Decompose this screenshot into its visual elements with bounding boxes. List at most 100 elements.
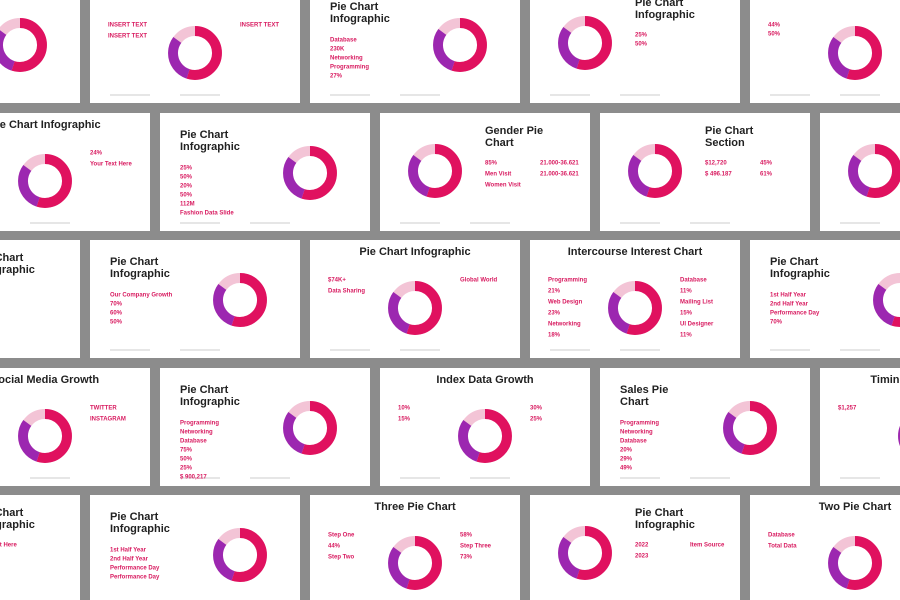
donut-arc	[458, 409, 512, 463]
slide-label: $74K+	[328, 278, 346, 284]
slide-label: Data Sharing	[328, 289, 365, 295]
slide-label: $ 900,217	[180, 475, 207, 481]
donut-arc	[848, 144, 900, 198]
donut-arc	[828, 536, 882, 590]
slide-label: 1st Half Year	[110, 548, 147, 554]
donut-arc	[18, 154, 72, 208]
donut-arc	[0, 18, 47, 72]
slide-background	[820, 113, 900, 231]
slide-label: Your Text Here	[0, 543, 17, 549]
slide-title: Gender Pie	[485, 125, 543, 137]
slide-label: Networking	[620, 430, 653, 436]
slide-label: INSERT TEXT	[108, 34, 147, 40]
slide-label: Performance Day	[110, 575, 160, 581]
slide-label: INSERT TEXT	[240, 23, 279, 29]
slide-label: Item Source	[690, 543, 725, 549]
slide-label: TWITTER	[90, 406, 117, 412]
donut-arc	[388, 536, 442, 590]
slide-background	[0, 240, 80, 358]
slide-label: Your Text Here	[90, 162, 132, 168]
slide: Three Pie Chart 44% 50%	[750, 0, 900, 103]
slide-label: 61%	[760, 172, 773, 178]
slide-label: 20%	[620, 448, 633, 454]
slide: Pie ChartInfographicRevenue	[0, 240, 80, 358]
donut-arc	[608, 281, 662, 335]
donut-hole	[842, 40, 868, 66]
slide-label: INSTAGRAM	[90, 417, 126, 423]
slide-label: Programming	[180, 421, 219, 427]
slide-title: Three Pie Chart	[374, 501, 456, 513]
donut-hole	[7, 32, 33, 58]
slide-label: 58%	[460, 533, 473, 539]
donut-arc	[388, 281, 442, 335]
donut-arc	[628, 144, 682, 198]
slide-title: Pie Chart	[180, 384, 229, 396]
slide-title: Chart	[485, 137, 514, 149]
slide-label: 50%	[110, 320, 123, 326]
slide-label: Web Design	[548, 300, 583, 306]
slide-label: Programming	[620, 421, 659, 427]
donut-arc	[608, 281, 662, 335]
slide-label: 21.000-36.621	[540, 172, 579, 178]
slide: 50%Item Source	[820, 113, 900, 231]
slide-label: Database	[620, 439, 647, 445]
slide-label: Database	[330, 38, 357, 44]
donut-arc	[628, 144, 682, 198]
slide-title: Intercourse Interest Chart	[568, 246, 703, 258]
donut-arc	[168, 26, 222, 80]
slide-label: 15%	[680, 311, 693, 317]
slide-title: Timing and Progress	[870, 374, 900, 386]
slide-label: 2nd Half Year	[770, 302, 809, 308]
slide-label: Networking	[548, 322, 581, 328]
donut-arc	[408, 144, 462, 198]
slide: Index Data Growth 10% 15% 30% 25%	[380, 368, 590, 486]
slide-label: Networking	[180, 430, 213, 436]
slide: Intercourse Interest Chart Programming 21%…	[530, 240, 740, 358]
slide-background	[820, 368, 900, 486]
slide-label: 24%	[90, 151, 103, 157]
slide-label: INSERT TEXT	[108, 23, 147, 29]
slide-title: Index Data Growth	[436, 374, 533, 386]
slide-label: 50%	[768, 32, 781, 38]
slide-label: Total Data	[768, 544, 797, 550]
donut-arc	[213, 528, 267, 582]
slide-title: Infographic	[180, 396, 240, 408]
slide-label: Step One	[328, 533, 355, 539]
donut-hole	[227, 287, 253, 313]
slide-label: 21.000-36.621	[540, 161, 579, 167]
slide-label: $ 496.187	[705, 172, 732, 178]
slide-label: 10%	[398, 406, 411, 412]
slide-title: Sales Pie	[620, 384, 668, 396]
slide-title: Pie Chart Infographic	[359, 246, 470, 258]
donut-hole	[842, 550, 868, 576]
donut-arc	[458, 409, 512, 463]
slide-title: Three Pie Chart	[154, 0, 236, 3]
slide-title: Infographic	[330, 13, 390, 25]
slide-label: 70%	[770, 320, 783, 326]
slide-label: Men Visit	[485, 172, 511, 178]
slide: Pie Chart Infographic15%43%24%Your Text …	[0, 113, 150, 231]
slide-title: Infographic	[0, 264, 35, 276]
slide-title: Infographic	[635, 519, 695, 531]
slide-label: Step Two	[328, 555, 355, 561]
slide-label: Database	[180, 439, 207, 445]
donut-hole	[887, 287, 900, 313]
donut-arc	[388, 536, 442, 590]
donut-arc	[558, 16, 612, 70]
slide-label: 15%	[398, 417, 411, 423]
slide: Networking75%Total Data177K	[0, 0, 80, 103]
donut-hole	[297, 160, 323, 186]
slide-label: 2022	[635, 543, 649, 549]
slide-title: Pie Chart	[0, 507, 24, 519]
donut-hole	[32, 423, 58, 449]
slide-label: 25%	[635, 33, 648, 39]
slide-label: 112M	[180, 202, 195, 208]
slide-label: 25%	[530, 417, 543, 423]
